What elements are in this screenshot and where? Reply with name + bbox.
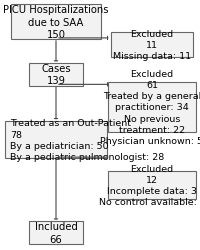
FancyBboxPatch shape <box>11 5 101 40</box>
Text: Cases
139: Cases 139 <box>41 64 71 86</box>
FancyBboxPatch shape <box>108 171 196 199</box>
FancyBboxPatch shape <box>5 121 107 159</box>
Text: PICU Hospitalizations
due to SAA
150: PICU Hospitalizations due to SAA 150 <box>3 5 109 40</box>
Text: Included
66: Included 66 <box>35 221 77 244</box>
FancyBboxPatch shape <box>29 221 83 244</box>
Text: Excluded
12
Incomplete data: 3
No control available: 9: Excluded 12 Incomplete data: 3 No contro… <box>99 164 200 206</box>
Text: Treated as an Out-Patient
78
By a pediatrician: 50
By a pediatric pulmonologist:: Treated as an Out-Patient 78 By a pediat… <box>10 119 164 161</box>
Text: Excluded
61
Treated by a general
practitioner: 34
No previous
treatment: 22
Phys: Excluded 61 Treated by a general practit… <box>101 70 200 145</box>
Text: Excluded
11
Missing data: 11: Excluded 11 Missing data: 11 <box>113 30 191 60</box>
FancyBboxPatch shape <box>111 32 193 58</box>
FancyBboxPatch shape <box>108 82 196 132</box>
FancyBboxPatch shape <box>29 64 83 86</box>
